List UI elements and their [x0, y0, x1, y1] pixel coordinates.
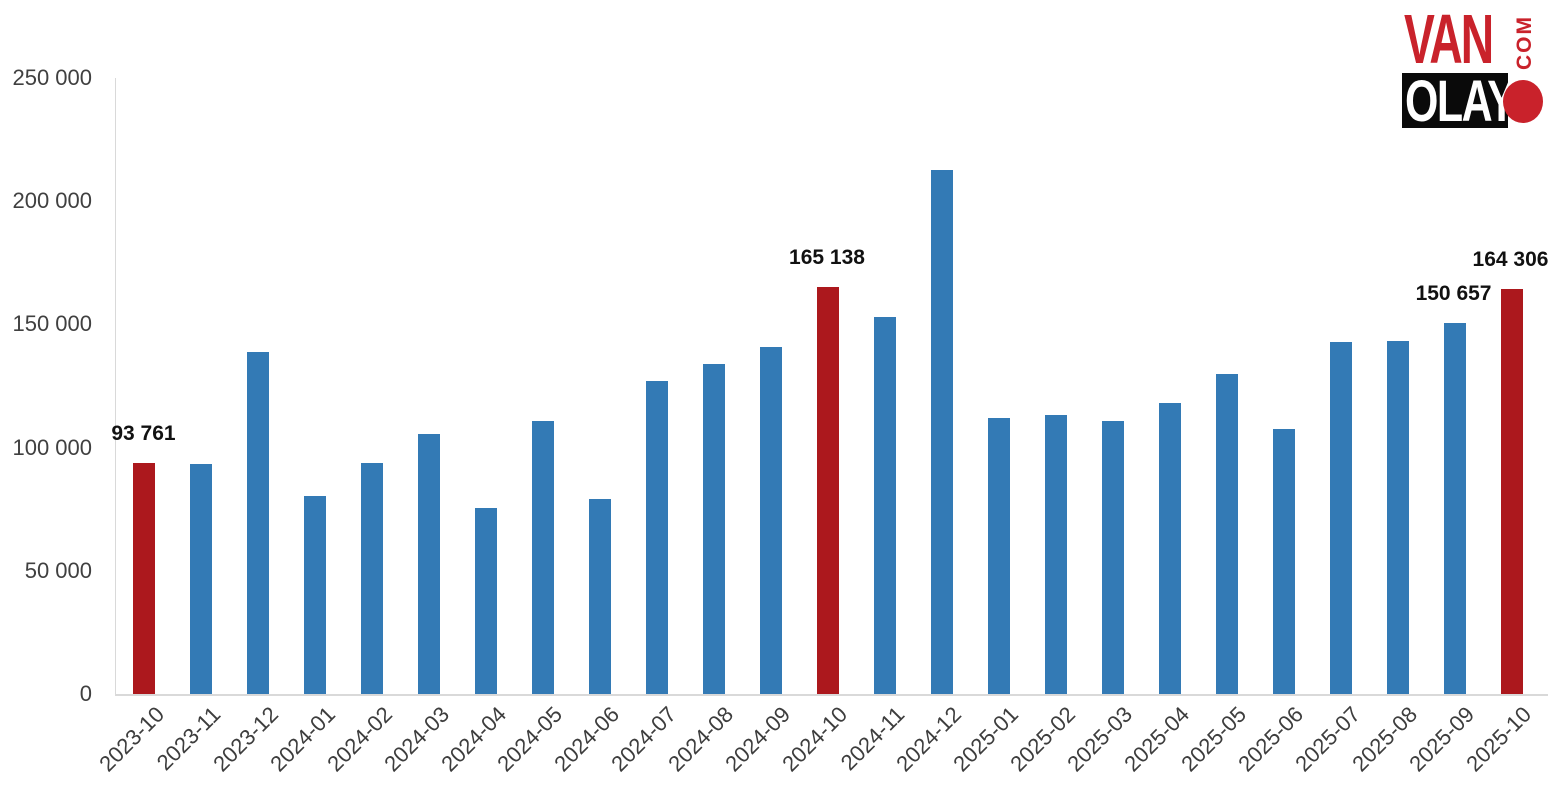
bar-2024-02 [361, 462, 384, 694]
logo: VAN COM OLAY [1400, 4, 1556, 136]
y-axis-tick-label: 150 000 [12, 311, 92, 337]
bar-2025-08 [1386, 340, 1409, 694]
bar-2025-06 [1272, 428, 1295, 694]
bar-2025-10 [1500, 289, 1523, 694]
logo-black-box: OLAY [1402, 72, 1516, 131]
bar-2024-09 [760, 347, 783, 694]
bar-2024-10 [817, 287, 839, 694]
bar-2024-03 [418, 434, 441, 694]
y-axis-tick-label: 0 [79, 681, 92, 706]
logo-text-com-vertical: COM [1513, 15, 1536, 70]
bar-2024-01 [304, 495, 327, 694]
y-axis-tick-label: 50 000 [24, 557, 92, 583]
bar-data-label-2024-10: 165 138 [789, 246, 865, 270]
bar-2025-03 [1101, 421, 1124, 694]
bar-2024-07 [646, 381, 669, 694]
bar-2025-05 [1215, 373, 1238, 694]
bar-2024-11 [873, 316, 896, 694]
bar-data-label-2023-10: 93 761 [111, 421, 176, 445]
bar-2025-02 [1044, 415, 1067, 694]
bar-data-label-2025-10: 164 306 [1472, 248, 1549, 272]
logo-text-van: VAN [1404, 0, 1494, 78]
y-axis-tick-label: 100 000 [12, 434, 92, 460]
bar-2025-01 [987, 418, 1010, 694]
logo-text-olay: OLAY [1405, 69, 1516, 134]
bar-data-label-2025-09: 150 657 [1415, 281, 1492, 305]
bar-2023-11 [190, 464, 213, 694]
y-axis-tick-label: 250 000 [12, 65, 92, 90]
bar-2024-08 [703, 363, 726, 694]
bar-2025-04 [1158, 402, 1181, 694]
logo-red-dot-icon [1503, 80, 1543, 123]
x-axis-line [115, 694, 1548, 696]
bar-2024-04 [475, 508, 498, 694]
plot-area [115, 78, 1540, 694]
x-axis-tick-label: 2023-10 [93, 701, 169, 777]
bar-2025-09 [1443, 322, 1466, 694]
bar-2024-12 [930, 169, 953, 694]
y-axis-tick-label: 200 000 [12, 188, 92, 214]
bar-2023-12 [247, 352, 270, 694]
bar-2024-06 [589, 498, 612, 694]
bar-2024-05 [532, 420, 555, 694]
bar-2023-10 [133, 463, 156, 694]
bar-2025-07 [1329, 342, 1352, 694]
